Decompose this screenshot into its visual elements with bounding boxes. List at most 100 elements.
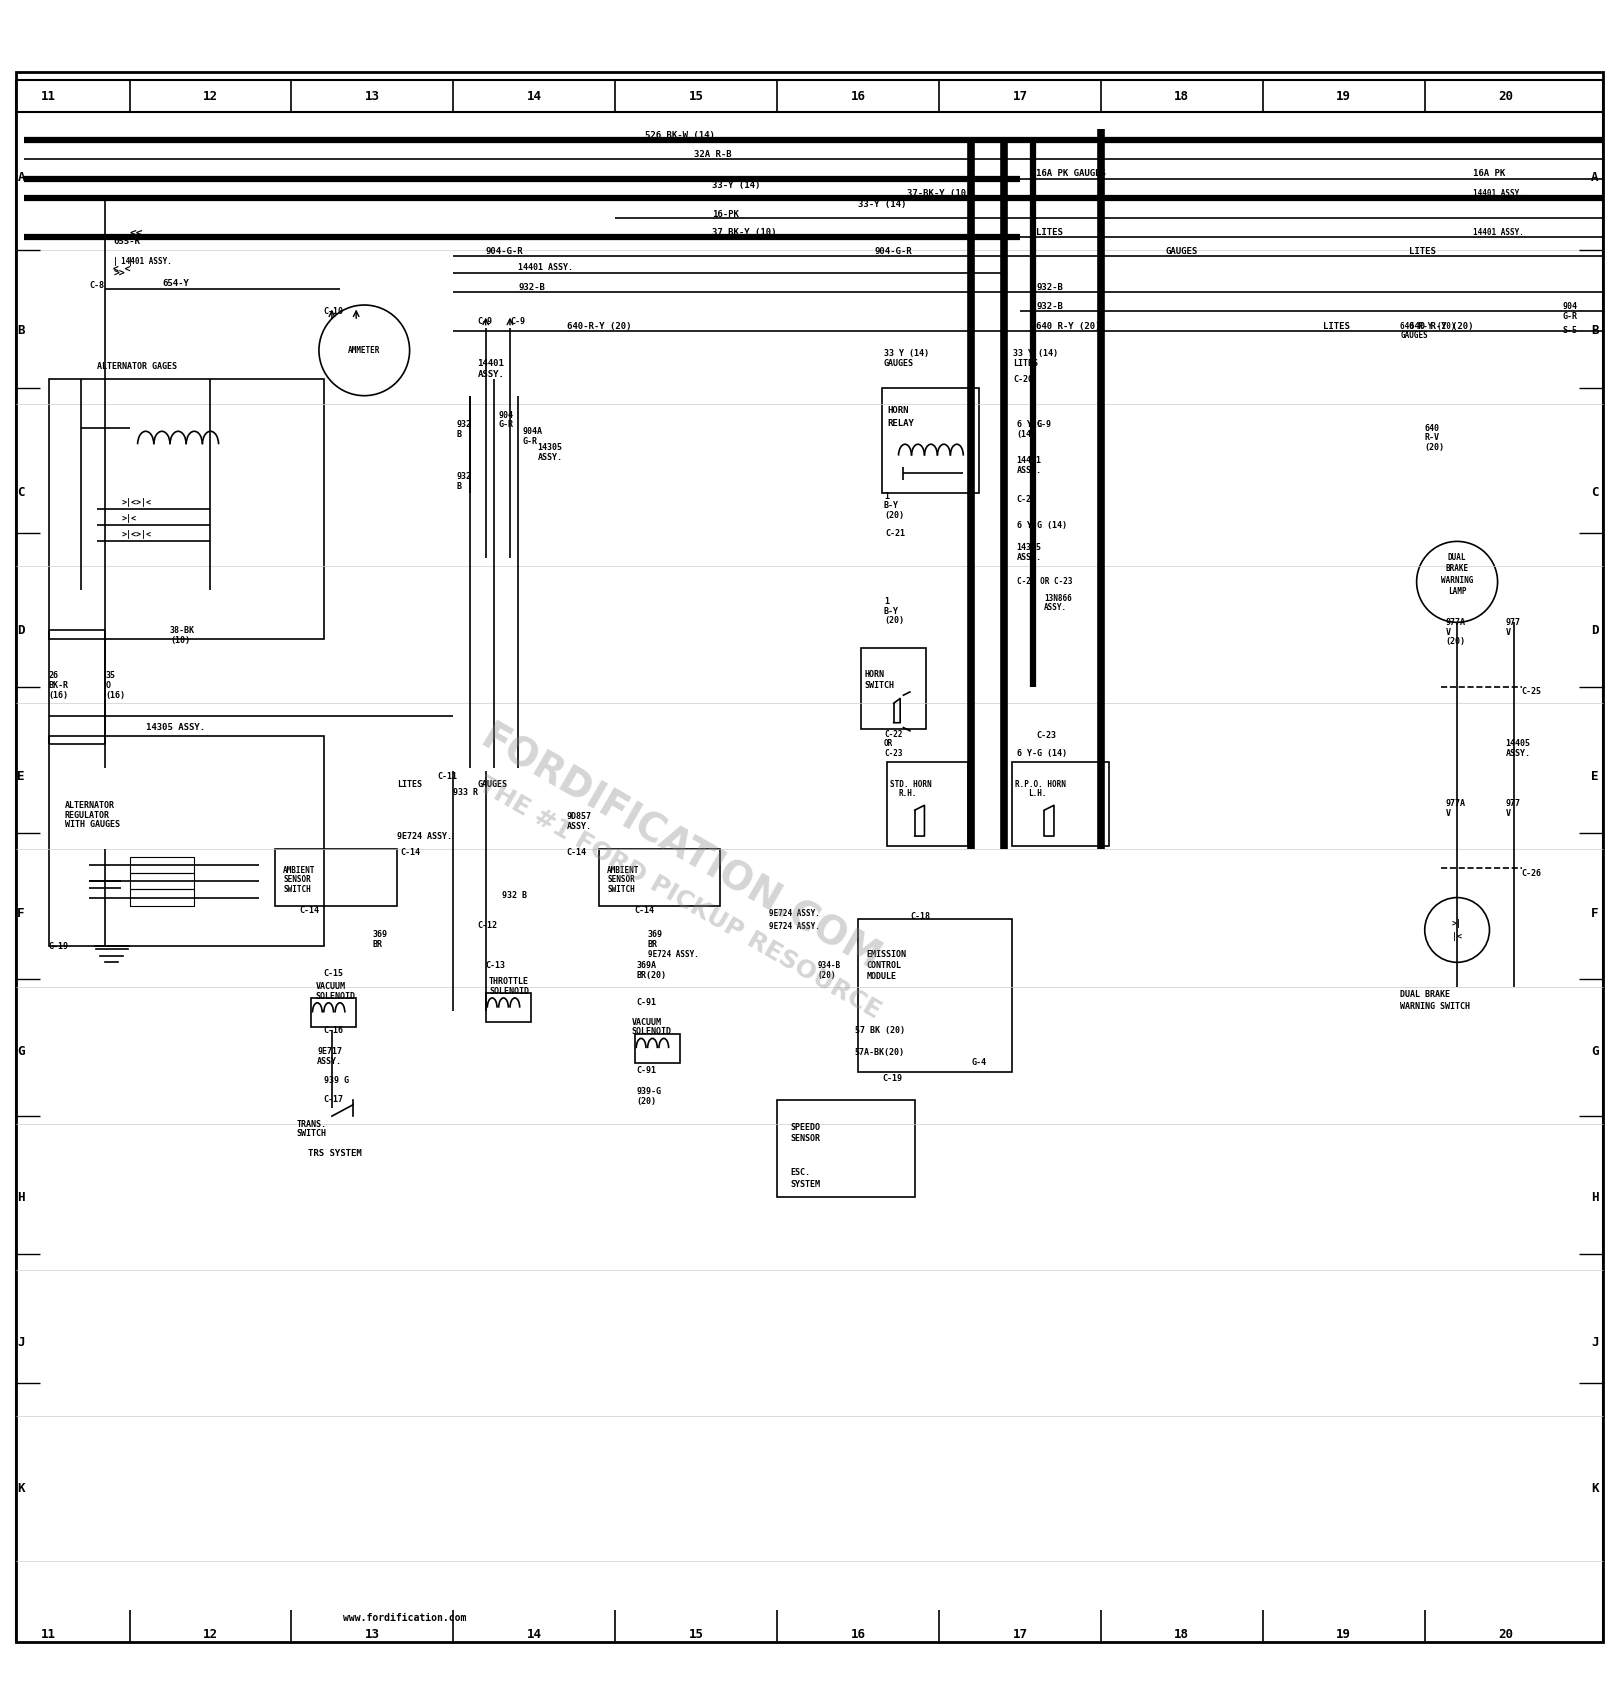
Text: 640 R-Y (20): 640 R-Y (20) [1036, 321, 1101, 331]
Text: (16): (16) [105, 691, 125, 700]
Text: 640 R-Y (20): 640 R-Y (20) [1409, 321, 1473, 331]
Text: V: V [1446, 628, 1451, 637]
Text: VACUUM: VACUUM [316, 981, 346, 992]
Text: D: D [1591, 623, 1598, 637]
Text: 57A-BK(20): 57A-BK(20) [855, 1048, 905, 1058]
Text: 11: 11 [40, 90, 57, 102]
Text: B: B [1591, 324, 1598, 338]
Text: 14401 ASSY.: 14401 ASSY. [518, 263, 573, 272]
Text: SWITCH: SWITCH [296, 1129, 327, 1138]
Text: 6 Y-G: 6 Y-G [1017, 421, 1041, 430]
Text: (14): (14) [1017, 430, 1036, 440]
Text: 19: 19 [1336, 90, 1352, 102]
Text: RELAY: RELAY [887, 419, 915, 428]
Text: C-23: C-23 [884, 749, 902, 757]
Bar [486, 993, 531, 1022]
Text: 17: 17 [1012, 90, 1028, 102]
Text: C-11: C-11 [437, 771, 457, 781]
Text: 640-R-Y (20): 640-R-Y (20) [567, 321, 631, 331]
Text: C-22: C-22 [884, 730, 902, 739]
Text: G-R: G-R [523, 436, 538, 445]
Text: 37-BK-Y (10): 37-BK-Y (10) [907, 188, 971, 197]
Text: 14401 ASSY.: 14401 ASSY. [1473, 188, 1523, 197]
Bar [882, 387, 979, 492]
Text: ALTERNATOR: ALTERNATOR [65, 801, 115, 810]
Text: R.P.O. HORN: R.P.O. HORN [1015, 779, 1065, 790]
Text: 977A: 977A [1446, 618, 1465, 627]
Text: FORDIFICATION.COM: FORDIFICATION.COM [473, 718, 887, 980]
Text: LITES: LITES [1409, 248, 1436, 256]
Text: C-14: C-14 [400, 847, 419, 857]
Text: (20): (20) [884, 511, 903, 520]
Text: C-14: C-14 [567, 847, 586, 857]
Text: |<: |< [1452, 932, 1462, 941]
Text: (20): (20) [884, 616, 903, 625]
Text: J: J [18, 1336, 24, 1350]
Text: BR: BR [372, 941, 382, 949]
Text: K: K [18, 1482, 24, 1494]
Text: 640 R-Y (20): 640 R-Y (20) [1400, 321, 1455, 331]
Text: C-14: C-14 [635, 907, 654, 915]
Text: AMBIENT: AMBIENT [607, 866, 640, 874]
Text: J: J [1591, 1336, 1598, 1350]
Text: BR: BR [648, 941, 657, 949]
Text: 16A PK GAUGES: 16A PK GAUGES [1036, 170, 1106, 178]
Text: R.H.: R.H. [899, 790, 916, 798]
Text: 14305: 14305 [1017, 543, 1041, 552]
Text: C-17: C-17 [324, 1095, 343, 1104]
Text: C-9: C-9 [510, 318, 525, 326]
Text: V: V [1506, 808, 1511, 818]
Text: C-20: C-20 [1013, 375, 1033, 384]
Text: B: B [457, 430, 461, 440]
Text: 15: 15 [688, 1628, 704, 1640]
Text: (20): (20) [1446, 637, 1465, 647]
Text: HORN: HORN [887, 406, 908, 414]
Text: ASSY.: ASSY. [538, 453, 562, 462]
Text: 13: 13 [364, 1628, 380, 1640]
Text: 1: 1 [884, 596, 889, 606]
Text: SWITCH: SWITCH [865, 681, 895, 689]
Text: 6 Y-G (14): 6 Y-G (14) [1017, 521, 1067, 530]
Text: LAMP: LAMP [1447, 588, 1467, 596]
Text: ASSY.: ASSY. [478, 370, 505, 379]
Bar [130, 890, 194, 905]
Text: C-20: C-20 [1017, 494, 1036, 504]
Text: C-14: C-14 [300, 907, 319, 915]
Text: 19: 19 [1336, 1628, 1352, 1640]
Text: C-91: C-91 [636, 998, 656, 1007]
Bar [777, 1100, 915, 1197]
Text: 933 R: 933 R [453, 788, 478, 796]
Text: 12: 12 [202, 90, 219, 102]
Text: V: V [1446, 808, 1451, 818]
Bar [858, 919, 1012, 1073]
Text: G: G [18, 1044, 24, 1058]
Text: B: B [18, 324, 24, 338]
Text: 33 Y (14): 33 Y (14) [1013, 350, 1059, 358]
Text: B: B [457, 482, 461, 491]
Bar [599, 849, 720, 905]
Text: ASSY.: ASSY. [1017, 554, 1041, 562]
Text: 9E724 ASSY.: 9E724 ASSY. [769, 922, 819, 931]
Text: 904-G-R: 904-G-R [486, 248, 523, 256]
Bar [49, 379, 324, 638]
Text: 934-B: 934-B [818, 961, 840, 970]
Text: (10): (10) [170, 635, 189, 645]
Text: THE #1 FORD PICKUP RESOURCE: THE #1 FORD PICKUP RESOURCE [474, 773, 886, 1022]
Text: D: D [18, 623, 24, 637]
Text: B-Y: B-Y [884, 501, 899, 511]
Text: 15: 15 [688, 90, 704, 102]
Text: DUAL BRAKE: DUAL BRAKE [1400, 990, 1451, 998]
Text: 37 BK-Y (10): 37 BK-Y (10) [712, 228, 777, 236]
Text: BK-R: BK-R [49, 681, 68, 689]
Text: >|<: >|< [121, 514, 136, 523]
Text: 14: 14 [526, 90, 542, 102]
Text: SOLENOID: SOLENOID [489, 987, 529, 997]
Bar [49, 735, 324, 946]
Text: E: E [1591, 769, 1598, 783]
Text: C-23: C-23 [1036, 732, 1056, 740]
Text: ASSY.: ASSY. [1044, 603, 1067, 613]
Bar [311, 998, 356, 1027]
Text: >|<>|<: >|<>|< [121, 530, 152, 540]
Text: SOLENOID: SOLENOID [316, 992, 356, 1000]
Text: 932: 932 [457, 421, 471, 430]
